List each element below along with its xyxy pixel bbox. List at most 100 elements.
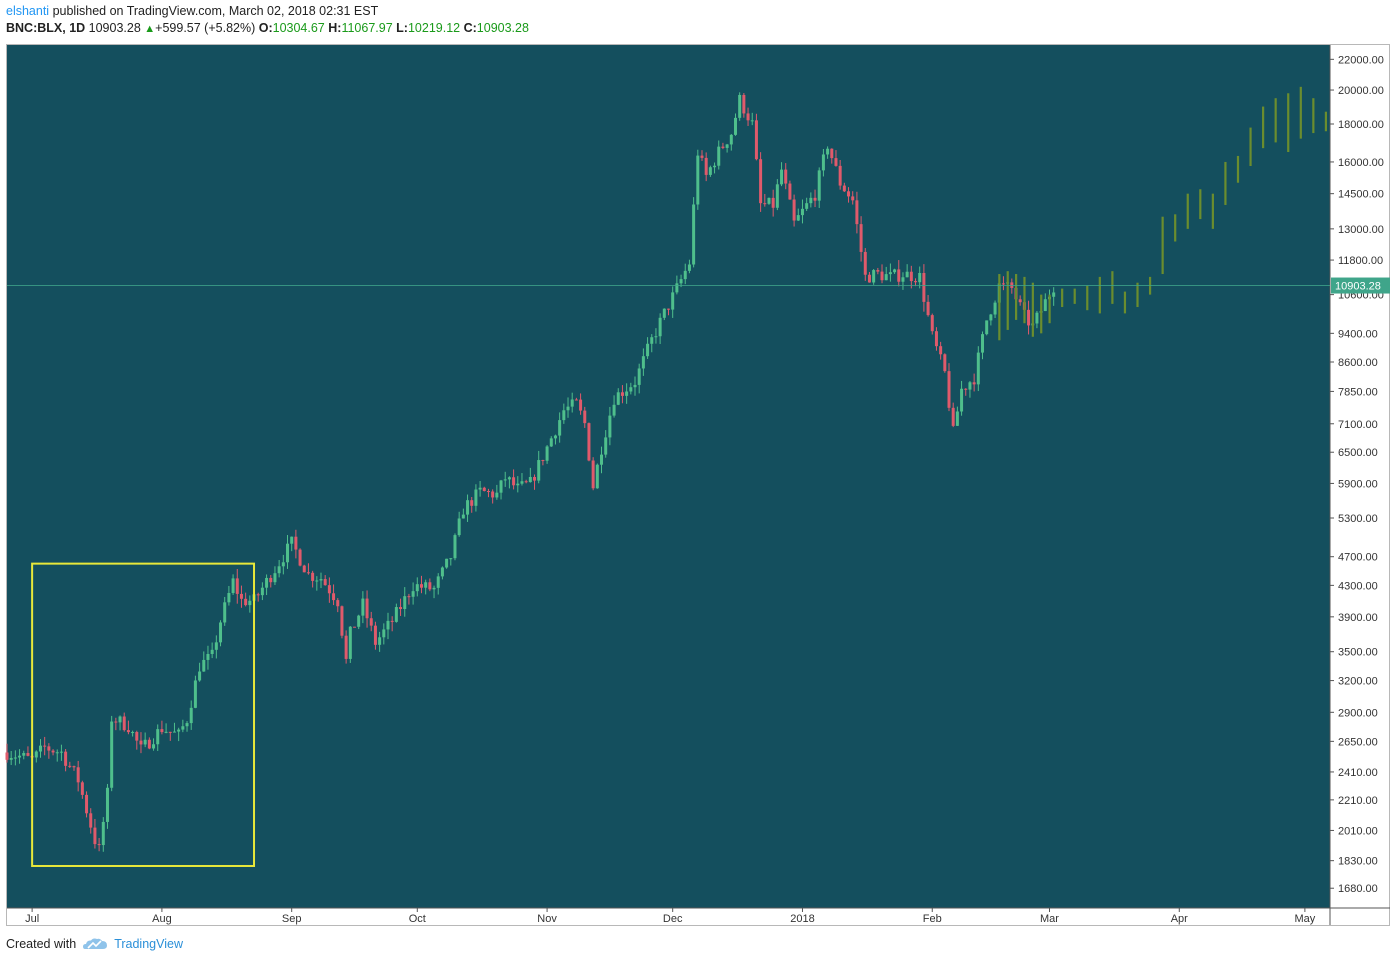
candle-up [382, 629, 386, 638]
x-tick-label: 2018 [790, 913, 814, 925]
candle-down [344, 635, 348, 659]
y-tick-label: 2900.00 [1338, 707, 1378, 719]
open-value: 10304.67 [272, 21, 325, 35]
candle-up [545, 446, 549, 461]
candle-up [872, 270, 876, 283]
candle-up [738, 94, 742, 118]
close-label: C: [463, 21, 477, 35]
candle-up [164, 731, 168, 733]
x-tick-label: Feb [923, 913, 942, 925]
tradingview-link[interactable]: TradingView [114, 937, 183, 951]
candle-up [671, 292, 675, 310]
candle-up [118, 716, 122, 723]
candle-up [474, 489, 478, 506]
candle-up [59, 751, 63, 753]
candle-up [662, 308, 666, 318]
candle-down [256, 594, 260, 596]
current-price-label: 10903.28 [1335, 281, 1381, 293]
projection-bar [1236, 155, 1240, 183]
candle-up [499, 480, 503, 493]
candle-up [386, 620, 390, 630]
y-tick-label: 16000.00 [1338, 157, 1384, 169]
candle-down [512, 477, 516, 486]
candle-down [294, 536, 298, 550]
candle-down [620, 392, 624, 396]
candle-down [373, 625, 377, 645]
candle-down [239, 593, 243, 599]
candle-down [340, 606, 344, 636]
low-value: 10219.12 [407, 21, 461, 35]
y-tick-label: 3900.00 [1338, 612, 1378, 624]
projection-bar [1161, 216, 1164, 275]
candle-down [947, 371, 951, 408]
candle-up [650, 337, 654, 344]
y-tick-label: 22000.00 [1338, 54, 1384, 66]
candle-up [687, 264, 691, 271]
candle-up [156, 729, 160, 745]
candle-up [696, 155, 700, 205]
candle-down [64, 751, 68, 766]
candle-up [223, 602, 227, 623]
candle-up [1052, 292, 1056, 297]
candle-up [319, 579, 323, 581]
candle-down [336, 600, 340, 607]
candle-down [369, 618, 373, 626]
candle-up [131, 732, 135, 734]
projection-bar [1199, 189, 1202, 220]
candle-up [717, 146, 721, 166]
y-tick-label: 18000.00 [1338, 119, 1384, 131]
candle-up [960, 388, 964, 412]
projection-bar [1312, 98, 1315, 134]
candle-up [198, 671, 202, 681]
candle-up [713, 165, 717, 168]
candle-down [43, 745, 47, 747]
candle-up [281, 562, 285, 567]
candle-down [306, 572, 310, 574]
candle-down [851, 196, 855, 201]
candle-up [436, 576, 440, 588]
candle-down [591, 460, 595, 489]
candle-down [486, 491, 490, 493]
candle-up [604, 437, 608, 455]
candle-up [411, 591, 415, 597]
candle-up [495, 492, 499, 498]
candle-down [847, 191, 851, 197]
author-link[interactable]: elshanti [6, 4, 50, 18]
candle-up [9, 757, 13, 760]
candle-down [926, 301, 930, 316]
candle-up [13, 757, 17, 759]
x-tick-label: Nov [537, 913, 557, 925]
candle-up [595, 464, 599, 489]
projection-bar [1224, 161, 1227, 205]
candle-down [863, 251, 867, 275]
y-tick-label: 5300.00 [1338, 513, 1378, 525]
candle-up [809, 197, 813, 204]
high-label: H: [328, 21, 342, 35]
candle-down [934, 331, 938, 347]
candle-down [327, 585, 331, 594]
candle-up [817, 170, 821, 201]
projection-bar [1098, 276, 1101, 314]
y-tick-label: 4300.00 [1338, 580, 1378, 592]
candle-down [311, 572, 315, 581]
projection-bar [1086, 285, 1089, 311]
x-tick-label: May [1294, 913, 1315, 925]
candle-up [185, 723, 189, 727]
y-tick-label: 2010.00 [1338, 825, 1378, 837]
candle-up [286, 543, 290, 563]
candle-up [394, 607, 398, 622]
candle-down [399, 607, 403, 610]
projection-bar [1111, 271, 1114, 304]
open-label: O: [258, 21, 273, 35]
y-tick-label: 4700.00 [1338, 552, 1378, 564]
candle-up [918, 272, 922, 283]
y-tick-label: 2410.00 [1338, 767, 1378, 779]
candle-down [943, 354, 947, 372]
candle-up [725, 144, 729, 148]
y-tick-label: 1830.00 [1338, 856, 1378, 868]
candle-up [679, 279, 683, 284]
ohlc-line: BNC:BLX, 1D 10903.28 ▲+599.57 (+5.82%) O… [6, 20, 529, 38]
candle-down [746, 113, 750, 121]
candle-up [507, 477, 511, 480]
